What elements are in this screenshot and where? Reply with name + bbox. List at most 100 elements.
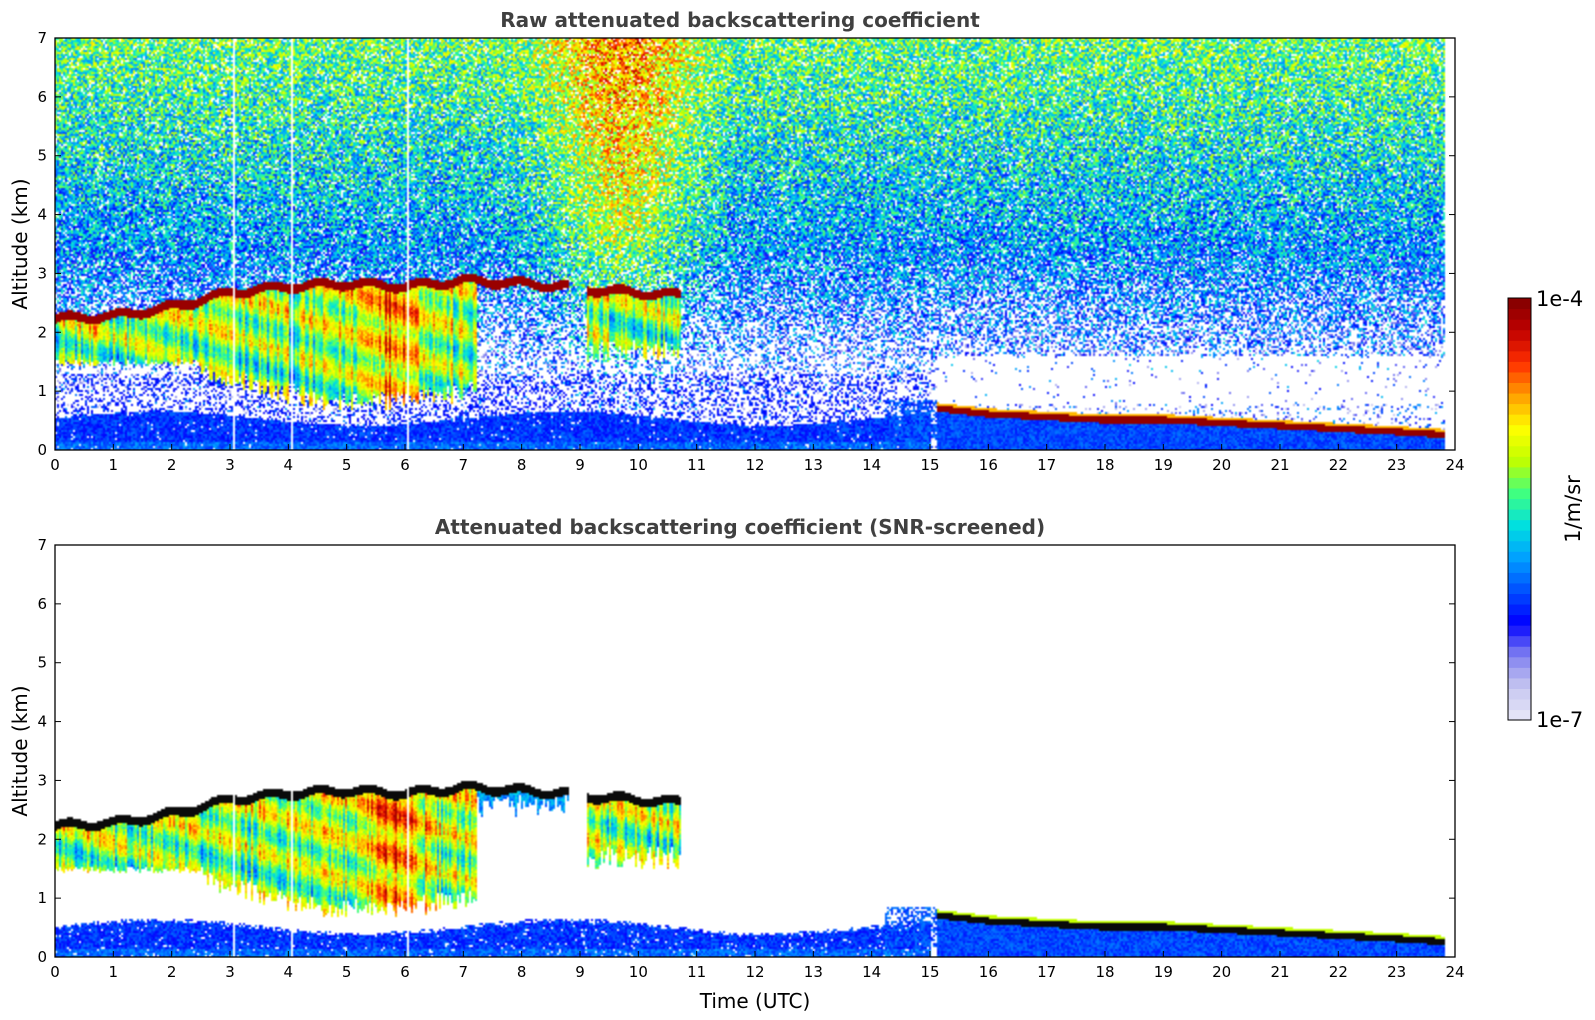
y-tick-labels: 0 1 2 3 4 5 6 7	[37, 536, 1455, 966]
colorbar-band	[1508, 709, 1531, 721]
x-axis-label: Time (UTC)	[699, 989, 811, 1013]
x-tick-label: 14	[862, 456, 881, 474]
x-tick-label: 19	[1154, 456, 1173, 474]
y-tick-label: 2	[37, 830, 47, 848]
y-axis-label: Altitude (km)	[8, 178, 32, 309]
x-tick-label: 0	[50, 456, 60, 474]
colorbar-band	[1508, 498, 1531, 510]
x-tick-label: 16	[979, 963, 998, 981]
x-tick-label: 7	[459, 456, 469, 474]
colorbar-band	[1508, 308, 1531, 320]
colorbar-band	[1508, 698, 1531, 711]
y-tick-label: 0	[37, 948, 47, 966]
y-tick-label: 3	[37, 771, 47, 789]
x-tick-label: 13	[804, 963, 823, 981]
colorbar-band	[1508, 561, 1531, 573]
x-tick-label: 10	[629, 456, 648, 474]
colorbar-band	[1508, 456, 1531, 468]
colorbar-max-label: 1e-4	[1536, 287, 1583, 311]
x-tick-label: 18	[1095, 963, 1114, 981]
x-tick-label: 17	[1037, 963, 1056, 981]
x-tick-label: 21	[1270, 963, 1289, 981]
colorbar-band	[1508, 519, 1531, 531]
x-tick-label: 23	[1387, 963, 1406, 981]
x-tick-label: 18	[1095, 456, 1114, 474]
colorbar-band	[1508, 603, 1531, 616]
y-tick-labels: 0 1 2 3 4 5 6 7	[37, 29, 1455, 459]
x-tick-label: 6	[400, 963, 410, 981]
x-tick-label: 5	[342, 963, 352, 981]
backscatter-heatmap	[55, 545, 1455, 957]
colorbar-min-label: 1e-7	[1536, 708, 1583, 732]
x-tick-label: 5	[342, 456, 352, 474]
y-tick-label: 7	[37, 29, 47, 47]
x-tick-label: 3	[225, 456, 235, 474]
colorbar-band	[1508, 298, 1531, 310]
colorbar-band	[1508, 667, 1531, 679]
colorbar-band	[1508, 382, 1531, 394]
colorbar-band	[1508, 509, 1531, 521]
x-tick-label: 8	[517, 456, 527, 474]
colorbar-band	[1508, 435, 1531, 447]
x-tick-label: 16	[979, 456, 998, 474]
chart-title: Attenuated backscattering coefficient (S…	[435, 515, 1045, 539]
colorbar-band	[1508, 445, 1531, 457]
colorbar-band	[1508, 403, 1531, 415]
colorbar-band	[1508, 677, 1531, 689]
y-tick-label: 7	[37, 536, 47, 554]
colorbar-band	[1508, 350, 1531, 362]
x-tick-label: 17	[1037, 456, 1056, 474]
colorbar-band	[1508, 466, 1531, 478]
snr-screened-panel: Attenuated backscattering coefficient (S…	[8, 515, 1465, 1013]
x-tick-label: 12	[745, 456, 764, 474]
colorbar-band	[1508, 329, 1531, 341]
chart-title: Raw attenuated backscattering coefficien…	[500, 8, 980, 32]
colorbar-frame	[1507, 297, 1532, 721]
colorbar-band	[1508, 371, 1531, 383]
y-tick-label: 5	[37, 147, 47, 165]
y-tick-label: 1	[37, 889, 47, 907]
x-tick-label: 24	[1445, 963, 1464, 981]
y-tick-label: 0	[37, 441, 47, 459]
colorbar-band	[1508, 593, 1531, 605]
colorbar-band	[1508, 540, 1531, 552]
colorbar-band	[1508, 392, 1531, 405]
y-axis-label: Altitude (km)	[8, 685, 32, 816]
colorbar-band	[1508, 688, 1531, 700]
x-tick-label: 14	[862, 963, 881, 981]
x-tick-label: 4	[284, 456, 294, 474]
x-tick-label: 8	[517, 963, 527, 981]
colorbar-band	[1508, 614, 1531, 626]
colorbar-band	[1508, 487, 1531, 500]
x-tick-label: 4	[284, 963, 294, 981]
x-tick-label: 15	[920, 456, 939, 474]
y-tick-label: 4	[37, 713, 47, 731]
colorbar-band	[1508, 477, 1531, 489]
x-tick-label: 12	[745, 963, 764, 981]
colorbar-band	[1508, 530, 1531, 542]
x-tick-label: 0	[50, 963, 60, 981]
x-tick-labels: 0 1 2 3 4 5 6 7 8 9 10 11 12 13 14 15 16 17 18 19 20 21 22 23 24	[50, 951, 1465, 981]
x-tick-label: 15	[920, 963, 939, 981]
x-tick-label: 11	[687, 456, 706, 474]
x-tick-label: 2	[167, 456, 177, 474]
colorbar-band	[1508, 582, 1531, 594]
colorbar-band	[1508, 656, 1531, 668]
x-tick-label: 2	[167, 963, 177, 981]
x-tick-label: 20	[1212, 456, 1231, 474]
x-tick-label: 1	[109, 963, 119, 981]
colorbar-band	[1508, 635, 1531, 647]
x-tick-label: 23	[1387, 456, 1406, 474]
y-tick-label: 6	[37, 595, 47, 613]
x-tick-label: 9	[575, 963, 585, 981]
x-tick-label: 22	[1329, 456, 1348, 474]
x-tick-labels: 0 1 2 3 4 5 6 7 8 9 10 11 12 13 14 15 16 17 18 19 20 21 22 23 24	[50, 444, 1465, 474]
colorbar: 1e-4 1e-7 1/m/sr	[1507, 287, 1585, 732]
colorbar-band	[1508, 414, 1531, 426]
x-tick-label: 19	[1154, 963, 1173, 981]
x-tick-label: 9	[575, 456, 585, 474]
y-tick-label: 3	[37, 264, 47, 282]
colorbar-band	[1508, 572, 1531, 584]
x-tick-label: 22	[1329, 963, 1348, 981]
